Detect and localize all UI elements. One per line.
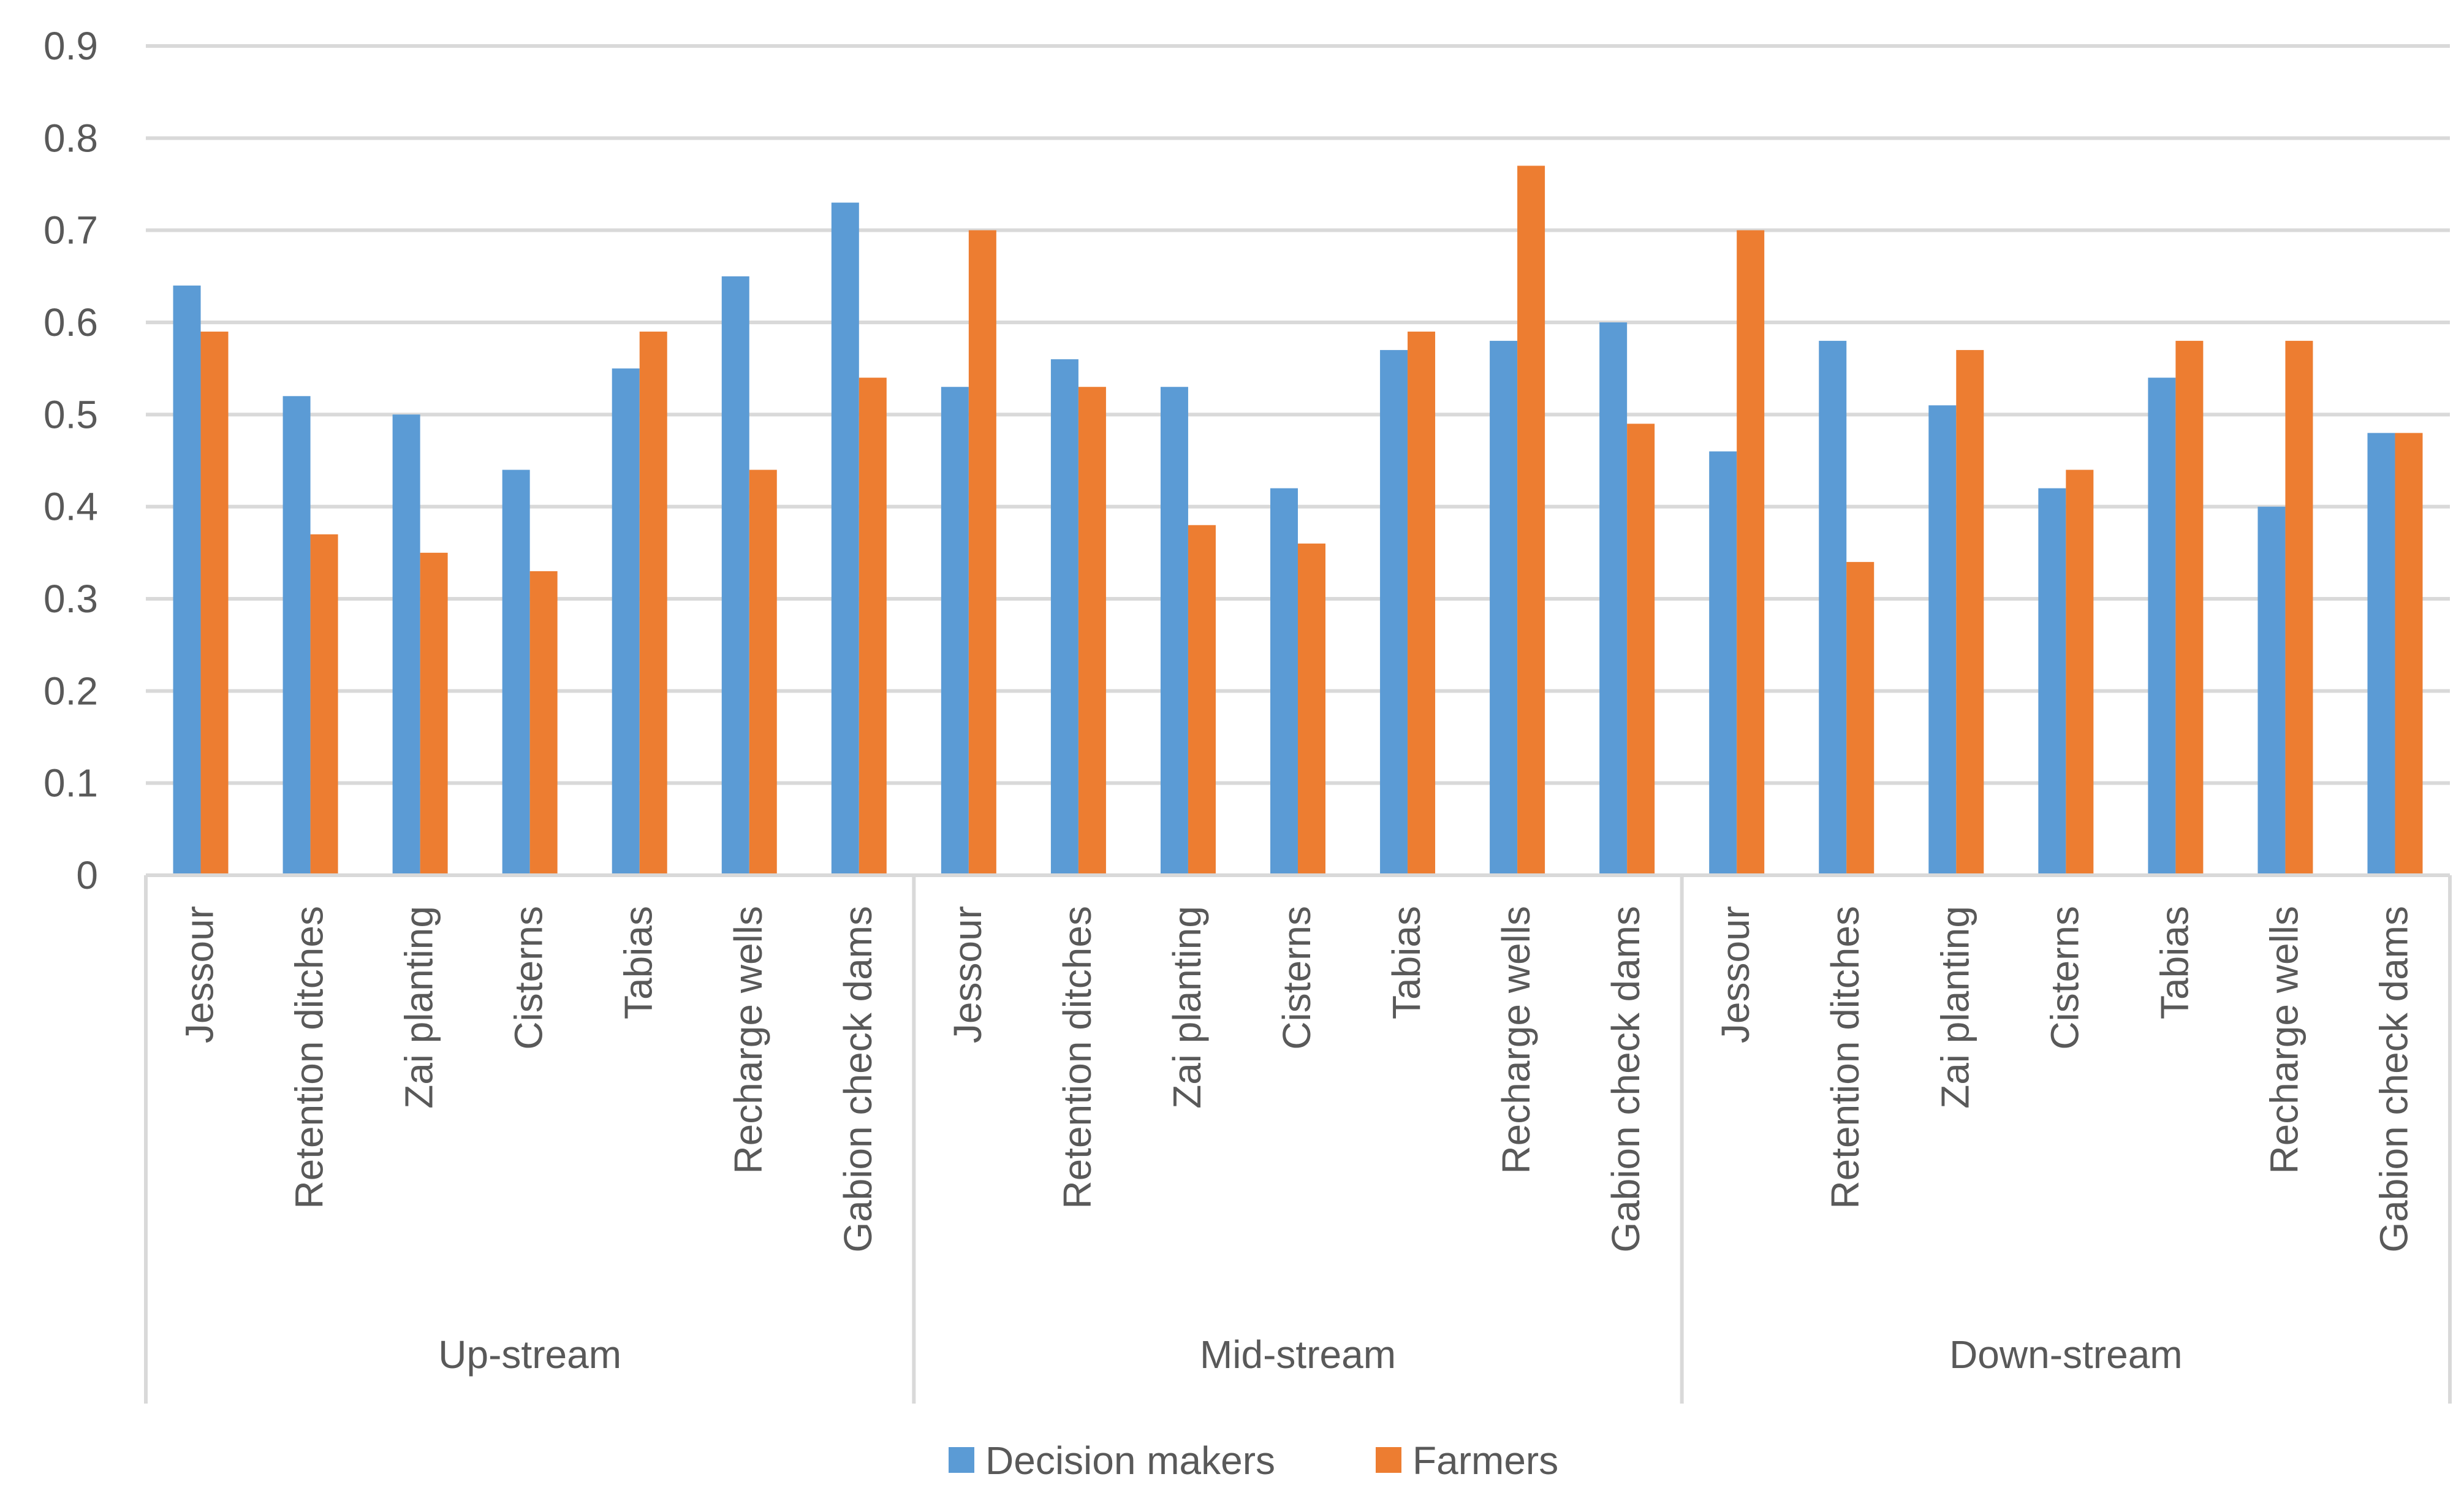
bar-decision-makers xyxy=(1599,322,1628,875)
bar-decision-makers xyxy=(1270,488,1298,875)
bar-decision-makers xyxy=(2257,506,2286,875)
bar-farmers xyxy=(1627,424,1655,875)
bar-farmers xyxy=(968,230,996,876)
bar-farmers xyxy=(2285,341,2313,875)
bar-decision-makers xyxy=(721,276,749,875)
bar-decision-makers xyxy=(2367,433,2395,875)
bar-farmers xyxy=(1517,165,1545,875)
bar-farmers xyxy=(859,378,887,875)
bar-farmers xyxy=(420,552,448,875)
bar-decision-makers xyxy=(612,368,640,875)
bar-farmers xyxy=(1956,350,1984,875)
bar-farmers xyxy=(1737,230,1765,876)
group-labels: Up-stream Mid-stream Down-stream xyxy=(438,1332,2182,1377)
category-label: Zai planting xyxy=(1933,906,1977,1109)
category-label: Jessour xyxy=(1713,906,1757,1043)
category-label: Tabias xyxy=(616,906,661,1019)
category-label: Tabias xyxy=(2152,906,2196,1019)
bar-decision-makers xyxy=(1160,387,1188,875)
y-tick-label: 0.3 xyxy=(44,577,98,621)
category-label: Recharge wells xyxy=(726,906,770,1174)
bar-decision-makers xyxy=(502,469,530,875)
category-label: Gabion check dams xyxy=(2371,906,2416,1253)
x-axis xyxy=(144,873,2452,1404)
category-label: Cisterns xyxy=(1275,906,1319,1050)
bar-farmers xyxy=(1846,561,1875,875)
legend-label: Farmers xyxy=(1412,1439,1558,1483)
legend-swatch xyxy=(1376,1447,1401,1473)
category-label: Gabion check dams xyxy=(836,906,880,1253)
legend: Decision makers Farmers xyxy=(949,1439,1558,1483)
y-tick-label: 0.4 xyxy=(44,485,98,529)
category-labels: Jessour Retention ditches Zai planting Cist… xyxy=(178,906,2416,1253)
legend-swatch xyxy=(949,1447,974,1473)
group-label: Mid-stream xyxy=(1200,1332,1396,1377)
bar-farmers xyxy=(310,534,338,875)
category-label: Recharge wells xyxy=(2262,906,2306,1174)
bar-farmers xyxy=(1078,387,1106,875)
bar-decision-makers xyxy=(1709,451,1737,875)
bar-farmers xyxy=(200,332,229,875)
bar-farmers xyxy=(2395,433,2423,875)
y-tick-label: 0.2 xyxy=(44,669,98,713)
y-axis-ticks: 0 0.1 0.2 0.3 0.4 0.5 0.6 0.7 0.8 0.9 xyxy=(44,24,98,897)
bar-decision-makers xyxy=(941,387,969,875)
bar-farmers xyxy=(529,571,558,875)
y-tick-label: 0.9 xyxy=(44,24,98,68)
category-label: Jessour xyxy=(946,906,990,1043)
category-label: Tabias xyxy=(1384,906,1428,1019)
category-label: Gabion check dams xyxy=(1604,906,1648,1253)
bar-decision-makers xyxy=(1928,405,1957,875)
bars xyxy=(173,165,2423,876)
category-label: Jessour xyxy=(178,906,222,1043)
category-label: Recharge wells xyxy=(1494,906,1538,1174)
bar-decision-makers xyxy=(173,285,201,875)
bar-decision-makers xyxy=(2038,488,2066,875)
category-label: Zai planting xyxy=(397,906,441,1109)
bar-decision-makers xyxy=(2148,378,2176,875)
bar-decision-makers xyxy=(392,414,420,875)
y-tick-label: 0.1 xyxy=(44,761,98,805)
y-tick-label: 0.7 xyxy=(44,208,98,253)
y-tick-label: 0.8 xyxy=(44,116,98,160)
category-label: Retention ditches xyxy=(1055,906,1099,1209)
bar-farmers xyxy=(639,332,667,875)
legend-label: Decision makers xyxy=(985,1439,1275,1483)
group-label: Down-stream xyxy=(1949,1332,2183,1377)
y-tick-label: 0.5 xyxy=(44,392,98,436)
category-label: Retention ditches xyxy=(287,906,332,1209)
category-label: Cisterns xyxy=(507,906,551,1050)
category-label: Zai planting xyxy=(1165,906,1209,1109)
bar-farmers xyxy=(1188,525,1216,875)
group-label: Up-stream xyxy=(438,1332,621,1377)
y-tick-label: 0.6 xyxy=(44,300,98,344)
y-tick-label: 0 xyxy=(76,853,98,897)
bar-decision-makers xyxy=(831,202,859,876)
bar-farmers xyxy=(1408,332,1436,875)
bar-farmers xyxy=(749,469,777,875)
bar-farmers xyxy=(2066,469,2094,875)
bar-decision-makers xyxy=(282,396,311,875)
bar-farmers xyxy=(1298,543,1325,875)
bar-decision-makers xyxy=(1380,350,1408,875)
bar-decision-makers xyxy=(1819,341,1847,875)
category-label: Retention ditches xyxy=(1823,906,1867,1209)
bar-farmers xyxy=(2175,341,2204,875)
bar-decision-makers xyxy=(1490,341,1518,875)
bar-decision-makers xyxy=(1050,359,1078,875)
category-label: Cisterns xyxy=(2042,906,2087,1050)
